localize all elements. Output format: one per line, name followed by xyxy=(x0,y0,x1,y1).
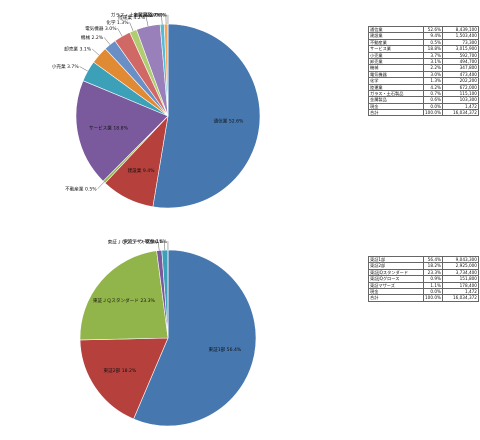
table-cell: 16,034,372 xyxy=(441,294,479,302)
slice-label: 東証1部 56.4% xyxy=(209,346,242,353)
leader-line xyxy=(129,22,134,31)
slice-label: サービス業 18.8% xyxy=(89,124,129,131)
table-cell: 東証2部 xyxy=(368,262,424,270)
pie-slice xyxy=(152,23,261,209)
data-table-market: 東証1部 56.4% 9,043,300 東証2部 18.2% 2,925,000 東証JQ… xyxy=(368,255,479,302)
table-cell: 2,925,000 xyxy=(441,262,479,270)
table-row: 金属製品 0.6% 103,300 xyxy=(368,96,479,104)
table-cell: 化学 xyxy=(368,77,424,85)
table-cell: 178,400 xyxy=(441,281,479,289)
table-row: 東証1部 56.4% 9,043,300 xyxy=(368,255,479,264)
table-cell: 東証1部 xyxy=(368,255,424,264)
leader-line xyxy=(161,14,163,25)
table-cell: 合計 xyxy=(368,294,424,302)
table-row: 化学 1.3% 202,200 xyxy=(368,77,479,85)
slice-label: 建設業 9.4% xyxy=(128,167,156,174)
slice-label: 機械 2.2% xyxy=(81,34,104,41)
table-row: 東証2部 18.2% 2,925,000 xyxy=(368,262,479,270)
table-row: 陸運業 4.2% 672,000 xyxy=(368,83,479,91)
table-cell: 100.0% xyxy=(423,294,443,302)
leader-line xyxy=(79,66,88,72)
leader-line xyxy=(97,181,105,189)
slice-label: 化学 1.3% xyxy=(106,19,129,26)
table-total-row: 合計 100.0% 16,034,372 xyxy=(368,294,479,302)
table-cell: 16,034,372 xyxy=(441,109,479,117)
table-row: 東証JQスタンダード 23.3% 3,734,400 xyxy=(368,268,479,277)
table-cell: 機械 xyxy=(368,64,424,72)
table-cell: 東証JQスタンダード xyxy=(368,268,424,277)
table-cell: 金属製品 xyxy=(368,96,424,104)
table-cell: 現金 xyxy=(368,102,424,111)
table-cell: 151,800 xyxy=(441,275,479,283)
table-cell: 672,000 xyxy=(441,83,479,91)
pie-slice xyxy=(79,337,169,420)
table-row: 東証マザーズ 1.1% 178,400 xyxy=(368,281,479,289)
slice-label: ガラス・土石製品 0.7% xyxy=(111,12,161,19)
data-table-industry: 通信業 52.6% 8,439,100 建設業 9.4% 1,503,400 不動産業 0.5… xyxy=(368,25,479,117)
table-cell: 合計 xyxy=(368,109,424,117)
slice-label: 陸運業 4.2% xyxy=(118,14,146,21)
slice-label: 東証マザーズ 1.1% xyxy=(123,238,164,245)
table-cell: 202,200 xyxy=(441,77,479,85)
table-cell: 9,043,300 xyxy=(441,255,479,264)
slice-label: 小売業 3.7% xyxy=(52,63,80,70)
slice-label: 現金 0.0% xyxy=(145,238,168,245)
slice-label: 電気機器 3.0% xyxy=(85,25,117,32)
slice-label: 東証ＪＱグロース 0.9% xyxy=(108,238,158,245)
table-cell: 347,800 xyxy=(441,64,479,72)
table-cell: 1,472 xyxy=(441,287,479,296)
table-row: 現金 0.0% 1,472 xyxy=(368,102,479,111)
slice-label: 不動産業 0.5% xyxy=(65,185,97,192)
pie-slice xyxy=(133,249,257,427)
leader-line xyxy=(104,37,111,45)
slice-label: 東証ＪＱスタンダード 23.3% xyxy=(93,297,156,304)
table-cell: 103,300 xyxy=(441,96,479,104)
pie-chart-market: 東証1部 56.4% 東証2部 18.2% 東証ＪＱスタンダード 23.3% 東証ＪＱ… xyxy=(79,238,257,427)
table-row: ガラス・土石製品 0.7% 115,100 xyxy=(368,89,479,98)
slice-label: 金属製品 0.6% xyxy=(133,11,165,18)
table-cell: 東証JQグロース xyxy=(368,275,424,283)
table-cell: 3,734,400 xyxy=(441,268,479,277)
leader-line xyxy=(92,48,100,56)
slice-label: 現金 0.0% xyxy=(145,11,168,18)
leader-line xyxy=(158,241,160,251)
slice-label: 東証2部 18.2% xyxy=(104,367,137,374)
slice-label: 通信業 52.6% xyxy=(214,118,244,125)
table-cell: 115,100 xyxy=(441,89,479,98)
slice-label: 卸売業 3.1% xyxy=(64,46,92,53)
table-row: 東証JQグロース 0.9% 151,800 xyxy=(368,275,479,283)
table-cell: 100.0% xyxy=(423,109,443,117)
table-row: 電気機器 3.0% 473,400 xyxy=(368,70,479,79)
table-cell: 東証マザーズ xyxy=(368,281,424,289)
table-cell: ガラス・土石製品 xyxy=(368,89,424,98)
pie-slice xyxy=(79,250,169,341)
pie-chart-industry: 通信業 52.6% 建設業 9.4% 不動産業 0.5% サービス業 18.8% 小売業… xyxy=(52,11,261,209)
leader-line xyxy=(145,17,149,27)
table-total-row: 合計 100.0% 16,034,372 xyxy=(368,109,479,117)
table-cell: 現金 xyxy=(368,287,424,296)
table-cell: 473,400 xyxy=(441,70,479,79)
table-cell: 電気機器 xyxy=(368,70,424,79)
leader-line xyxy=(117,28,123,37)
table-cell: 陸運業 xyxy=(368,83,424,91)
table-row: 機械 2.2% 347,800 xyxy=(368,64,479,72)
table-cell: 1,472 xyxy=(441,102,479,111)
table-row: 現金 0.0% 1,472 xyxy=(368,287,479,296)
pie-slice xyxy=(75,80,169,182)
